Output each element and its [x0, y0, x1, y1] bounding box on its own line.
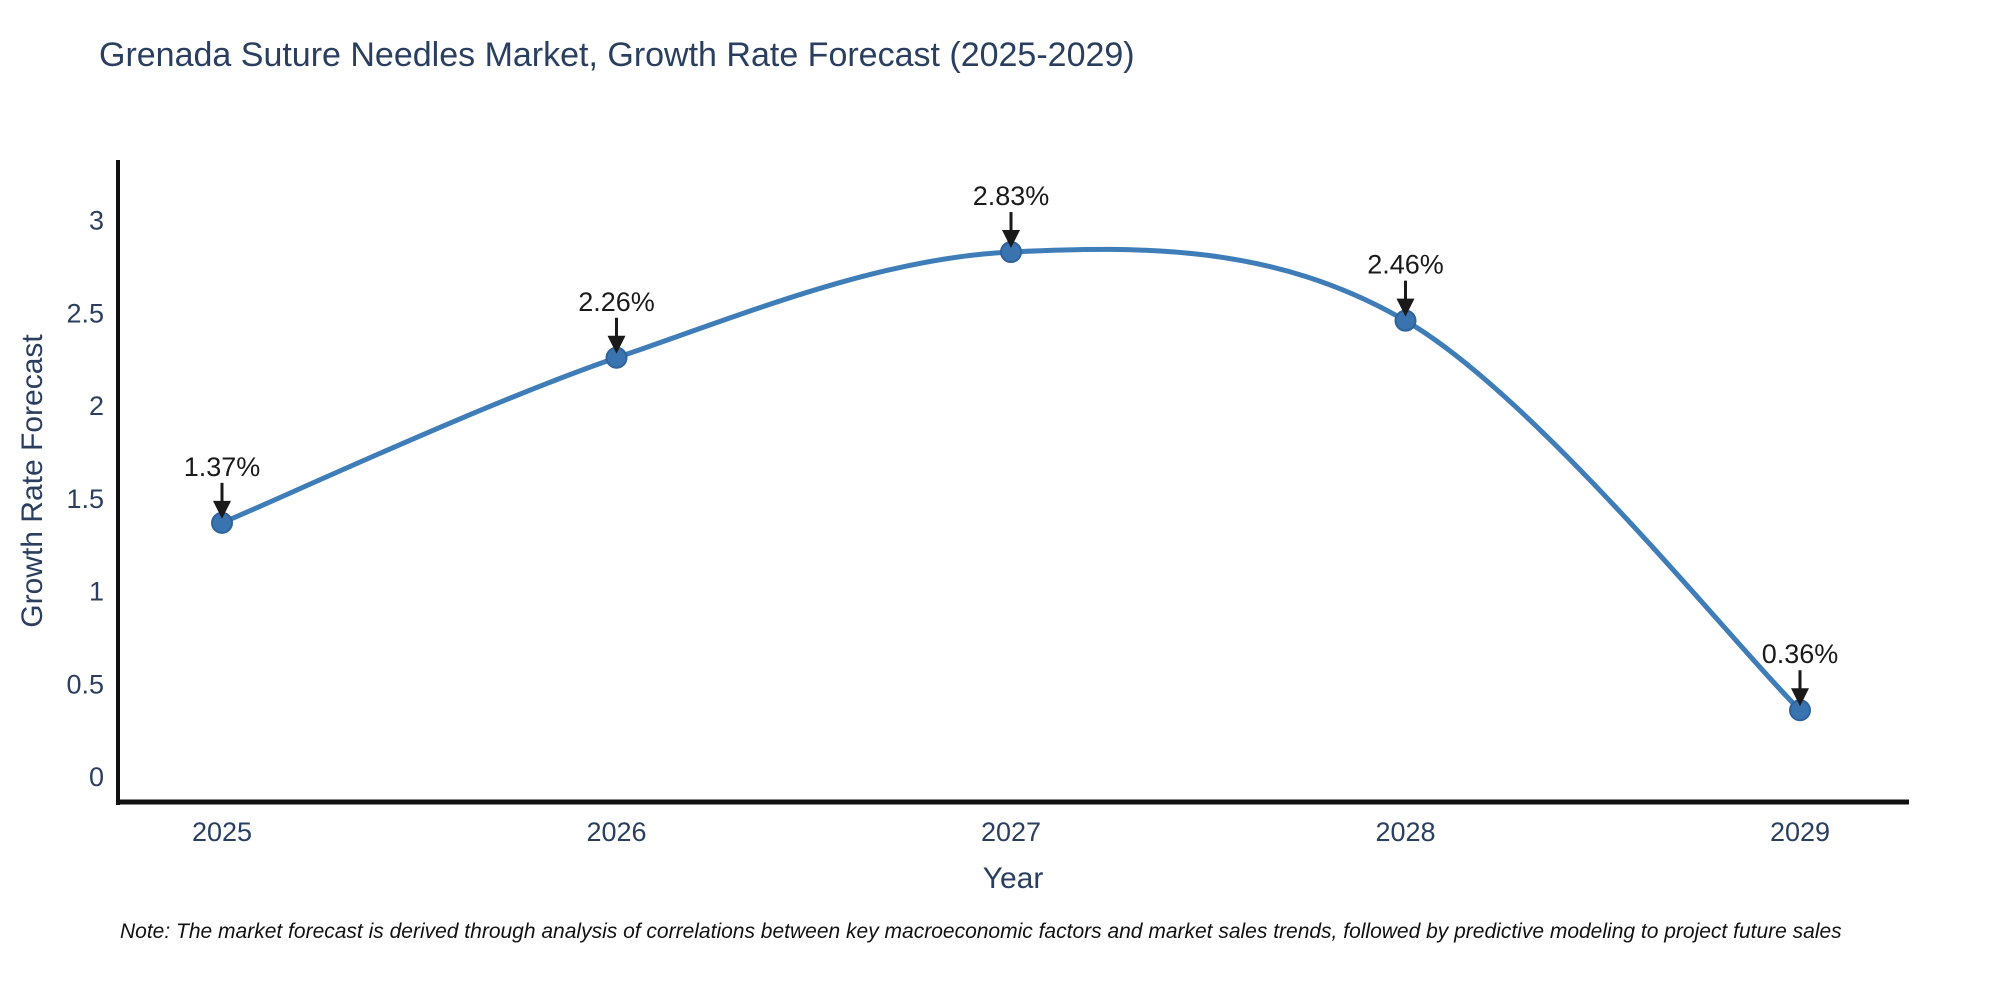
x-axis-tick-labels: 2025 2026 2027 2028 2029: [192, 817, 1830, 847]
x-tick-label: 2027: [981, 817, 1041, 847]
y-tick-label: 0.5: [66, 669, 104, 699]
x-tick-label: 2029: [1770, 817, 1830, 847]
series-growth-rate: [211, 241, 1811, 722]
annotation-arrowhead: [213, 500, 231, 519]
y-axis-title: Growth Rate Forecast: [16, 334, 49, 628]
y-tick-label: 0: [89, 762, 104, 792]
footnote: Note: The market forecast is derived thr…: [120, 920, 1842, 943]
x-axis-title: Year: [983, 862, 1044, 895]
y-tick-label: 2.5: [66, 298, 104, 328]
annotation-arrowhead: [1002, 230, 1020, 249]
y-tick-label: 1: [89, 577, 104, 607]
annotation-label: 1.37%: [184, 452, 261, 482]
series-line: [219, 246, 1803, 713]
y-tick-label: 1.5: [66, 484, 104, 514]
y-axis-tick-labels: 0 0.5 1 1.5 2 2.5 3: [66, 206, 104, 793]
annotation-arrowhead: [607, 335, 626, 354]
y-tick-label: 2: [89, 391, 104, 421]
point-annotations: 1.37% 2.26% 2.83% 2.46% 0.36%: [184, 181, 1839, 707]
annotation-arrowhead: [1396, 298, 1415, 317]
chart-title: Grenada Suture Needles Market, Growth Ra…: [99, 36, 1135, 74]
annotation-arrowhead: [1791, 688, 1809, 707]
x-tick-label: 2025: [192, 817, 252, 847]
annotation-label: 2.83%: [973, 181, 1050, 211]
x-tick-label: 2028: [1375, 817, 1435, 847]
annotation-label: 0.36%: [1762, 639, 1839, 669]
x-tick-label: 2026: [586, 817, 646, 847]
annotation-label: 2.26%: [578, 287, 655, 317]
annotation-label: 2.46%: [1367, 250, 1444, 280]
y-tick-label: 3: [89, 206, 104, 236]
